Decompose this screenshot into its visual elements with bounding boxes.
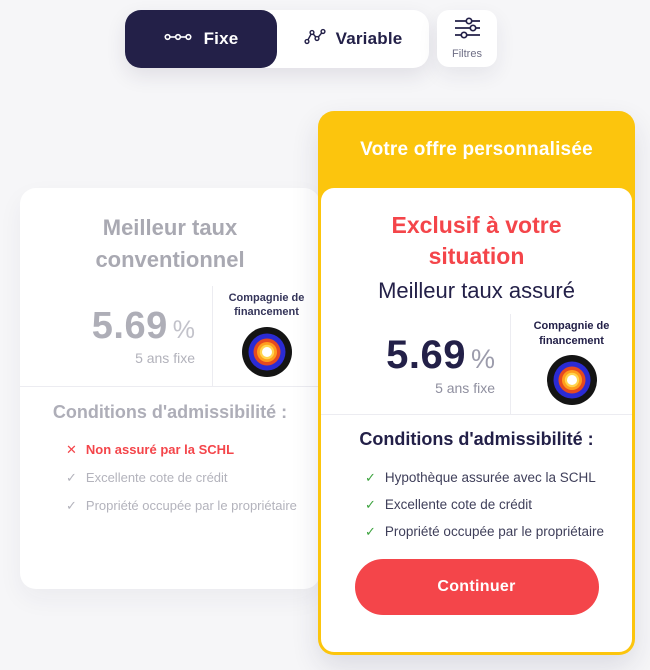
condition-label: Propriété occupée par le propriétaire <box>384 524 605 540</box>
lender-bullseye-logo <box>241 326 293 383</box>
variable-rate-icon <box>303 28 326 50</box>
insured-rate-row: 5.69 % 5 ans fixe Compagnie de financeme… <box>321 314 632 415</box>
insured-conditions-title: Conditions d'admissibilité : <box>359 429 594 450</box>
conventional-conditions-title: Conditions d'admissibilité : <box>52 401 288 422</box>
tab-fixe-label: Fixe <box>203 29 239 48</box>
insured-lender-label: Compagnie de financement <box>533 320 610 347</box>
condition-row: ✓ Excellente cote de crédit <box>66 470 320 485</box>
condition-row: ✓ Excellente cote de crédit <box>365 497 632 512</box>
rate-type-toggle: Fixe Variable <box>125 10 429 68</box>
conventional-rate-row: 5.69 % 5 ans fixe Compagnie de financeme… <box>20 285 320 386</box>
insured-rate-subtitle: Meilleur taux assuré <box>378 278 575 304</box>
insured-rate-cell: 5.69 % 5 ans fixe <box>321 314 511 415</box>
filters-button[interactable]: Filtres <box>437 10 497 67</box>
insured-lender-cell: Compagnie de financement <box>511 314 632 414</box>
conventional-conditions-list: ✕ Non assuré par la SCHL ✓ Excellente co… <box>66 442 320 513</box>
condition-label: Excellente cote de crédit <box>384 497 532 513</box>
conventional-rate-cell: 5.69 % 5 ans fixe <box>20 285 213 386</box>
fixed-rate-icon <box>164 30 194 48</box>
condition-label: Hypothèque assurée avec la SCHL <box>384 470 596 486</box>
conventional-rate-unit: % <box>172 316 195 345</box>
personalized-offer-card: Votre offre personnalisée Exclusif à vot… <box>318 111 635 655</box>
condition-row: ✕ Non assuré par la SCHL <box>66 442 320 457</box>
check-icon: ✓ <box>66 497 77 513</box>
conventional-rate-card: Meilleur taux conventionnel 5.69 % 5 ans… <box>20 188 320 589</box>
insured-rate-term: 5 ans fixe <box>435 379 495 396</box>
condition-row: ✓ Hypothèque assurée avec la SCHL <box>365 470 632 485</box>
tab-fixe[interactable]: Fixe <box>125 10 277 68</box>
personalized-offer-banner: Votre offre personnalisée <box>360 138 593 160</box>
condition-row: ✓ Propriété occupée par le propriétaire <box>66 498 320 513</box>
condition-label: Non assuré par la SCHL <box>85 441 235 457</box>
conventional-lender-cell: Compagnie de financement <box>213 286 320 386</box>
condition-label: Excellente cote de crédit <box>85 469 228 485</box>
exclusive-headline: Exclusif à votre situation <box>391 212 562 270</box>
conventional-rate-term: 5 ans fixe <box>135 350 195 367</box>
insured-rate-value: 5.69 <box>386 332 466 377</box>
lender-bullseye-logo <box>546 354 598 411</box>
continue-button[interactable]: Continuer <box>354 559 599 616</box>
check-icon: ✓ <box>66 469 77 485</box>
filters-sliders-icon <box>454 17 481 44</box>
tab-variable[interactable]: Variable <box>277 10 429 68</box>
insured-rate-unit: % <box>470 343 495 374</box>
check-icon: ✓ <box>365 470 376 486</box>
condition-row: ✓ Propriété occupée par le propriétaire <box>365 524 632 539</box>
personalized-card-divider <box>321 414 632 416</box>
filters-button-label: Filtres <box>452 48 482 60</box>
tab-variable-label: Variable <box>335 29 403 48</box>
condition-label: Propriété occupée par le propriétaire <box>85 497 297 513</box>
conventional-rate-value: 5.69 <box>91 305 168 348</box>
personalized-offer-body: Exclusif à votre situation Meilleur taux… <box>321 188 632 652</box>
conventional-card-divider <box>20 385 320 387</box>
check-icon: ✓ <box>365 524 376 540</box>
check-icon: ✓ <box>365 497 376 513</box>
conventional-card-title: Meilleur taux conventionnel <box>95 215 245 272</box>
cross-icon: ✕ <box>66 441 77 457</box>
conventional-lender-label: Compagnie de financement <box>228 291 305 319</box>
insured-conditions-list: ✓ Hypothèque assurée avec la SCHL ✓ Exce… <box>365 470 632 539</box>
